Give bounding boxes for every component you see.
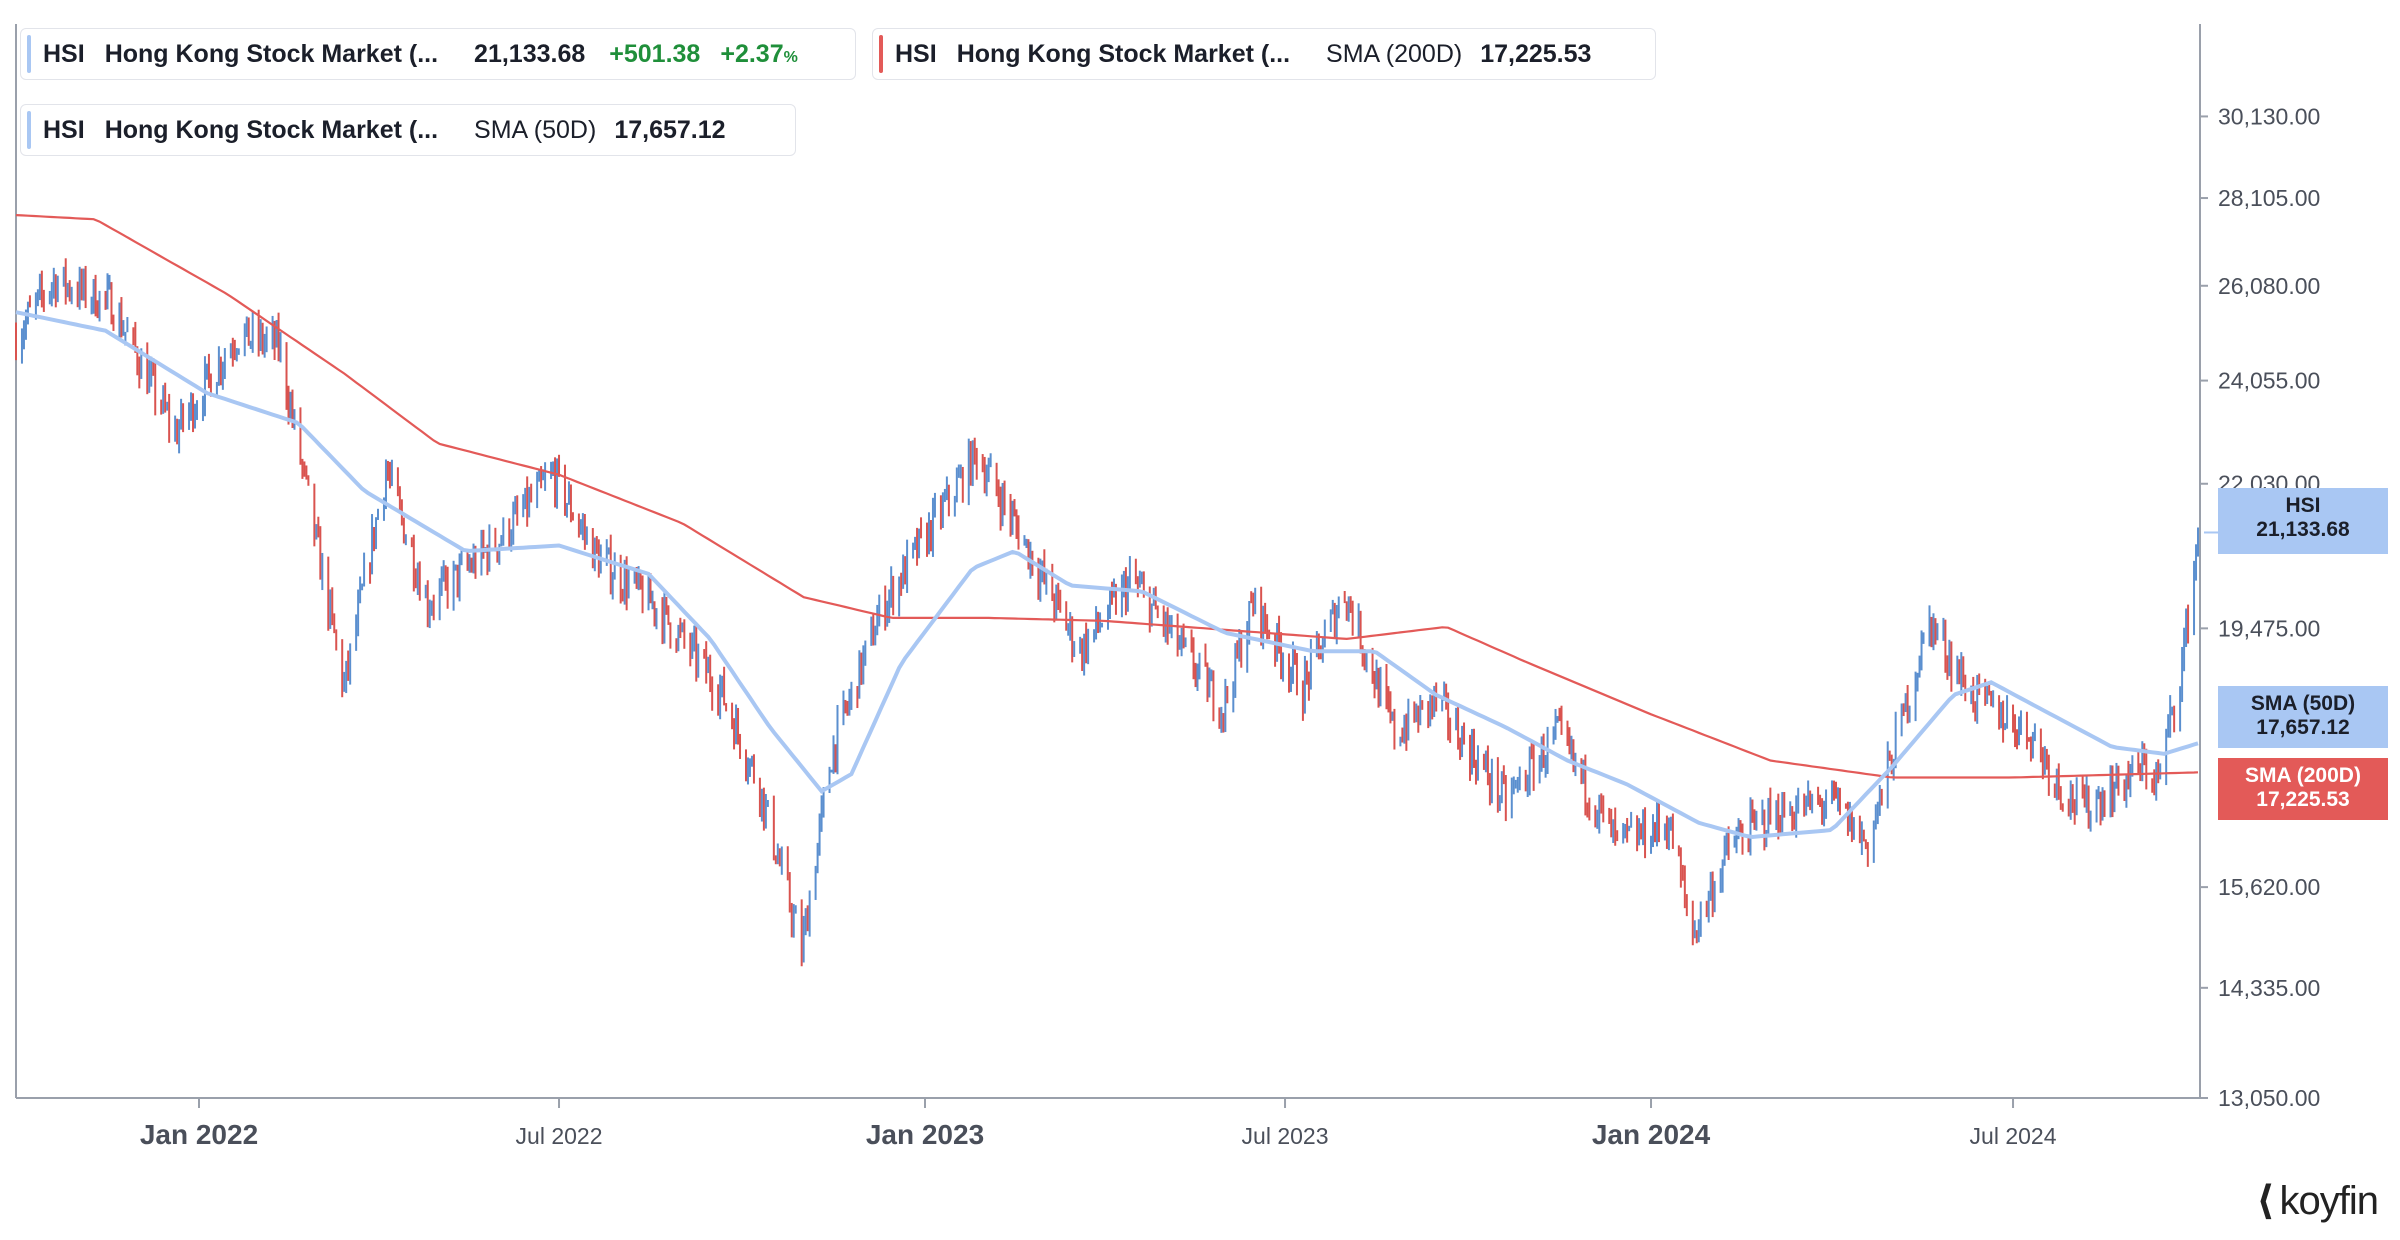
legend-name: Hong Kong Stock Market (...: [956, 39, 1291, 68]
legend-pct: +2.37%: [720, 39, 798, 68]
price-tag-value: 17,657.12: [2256, 716, 2350, 739]
price-tag-sma50: SMA (50D) 17,657.12: [2218, 686, 2388, 748]
hsi-ohlc-series: [15, 258, 2200, 967]
legend-sma200[interactable]: HSI Hong Kong Stock Market (... SMA (200…: [872, 28, 1656, 80]
legend-swatch: [27, 111, 31, 149]
y-tick-label: 30,130.00: [2218, 103, 2320, 129]
price-tag-sma200: SMA (200D) 17,225.53: [2218, 758, 2388, 820]
sma-50d-line: [15, 310, 2199, 840]
sma-series: [15, 214, 2218, 840]
legend-sma50[interactable]: HSI Hong Kong Stock Market (... SMA (50D…: [20, 104, 796, 156]
y-axis: 13,050.0014,335.0015,620.0019,475.0022,0…: [2200, 103, 2320, 1111]
price-tag-label: SMA (50D): [2250, 692, 2356, 715]
koyfin-mark-icon: ⟨: [2256, 1179, 2274, 1223]
y-tick-label: 28,105.00: [2218, 185, 2320, 211]
legend-indicator: SMA (50D): [474, 115, 597, 144]
legend-hsi[interactable]: HSI Hong Kong Stock Market (... 21,133.6…: [20, 28, 856, 80]
x-tick-label: Jul 2024: [1970, 1123, 2057, 1149]
legend-change: +501.38: [609, 39, 701, 68]
price-tag-label: SMA (200D): [2245, 764, 2361, 787]
legend-value: 17,657.12: [614, 115, 726, 144]
y-tick-label: 19,475.00: [2218, 615, 2320, 641]
legend-ticker: HSI: [43, 39, 85, 68]
legend-indicator: SMA (200D): [1326, 39, 1463, 68]
price-tag-value: 17,225.53: [2256, 788, 2350, 811]
chart-frame: [15, 24, 2201, 1099]
koyfin-wordmark: koyfin: [2279, 1178, 2379, 1223]
sma-200d-line: [15, 214, 2199, 779]
legend-swatch: [27, 35, 31, 73]
x-tick-label: Jan 2022: [140, 1119, 258, 1150]
y-tick-label: 15,620.00: [2218, 874, 2320, 900]
y-tick-label: 13,050.00: [2218, 1085, 2320, 1111]
y-tick-label: 14,335.00: [2218, 975, 2320, 1001]
legend-ticker: HSI: [43, 115, 85, 144]
legend-ticker: HSI: [895, 39, 937, 68]
y-tick-label: 24,055.00: [2218, 368, 2320, 394]
legend-value: 21,133.68: [474, 39, 586, 68]
legend-value: 17,225.53: [1480, 39, 1592, 68]
x-tick-label: Jul 2022: [516, 1123, 603, 1149]
price-tag-hsi: HSI 21,133.68: [2218, 488, 2388, 554]
price-tag-value: 21,133.68: [2256, 518, 2350, 541]
price-tag-label: HSI: [2285, 494, 2321, 517]
x-tick-label: Jan 2024: [1592, 1119, 1711, 1150]
legend-name: Hong Kong Stock Market (...: [104, 115, 439, 144]
x-axis: Jan 2022 Jul 2022 Jan 2023 Jul 2023 Jan 2024…: [140, 1098, 2057, 1150]
koyfin-logo[interactable]: ⟨ koyfin: [2256, 1178, 2379, 1224]
y-tick-label: 26,080.00: [2218, 273, 2320, 299]
legend-name: Hong Kong Stock Market (...: [104, 39, 439, 68]
x-tick-label: Jan 2023: [866, 1119, 984, 1150]
legend-swatch: [879, 35, 883, 73]
x-tick-label: Jul 2023: [1242, 1123, 1329, 1149]
